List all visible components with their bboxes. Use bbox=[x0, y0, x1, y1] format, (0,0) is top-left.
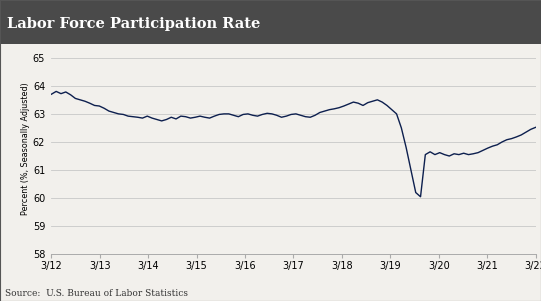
Y-axis label: Percent (%, Seasonally Adjusted): Percent (%, Seasonally Adjusted) bbox=[21, 82, 30, 216]
Text: Labor Force Participation Rate: Labor Force Participation Rate bbox=[7, 17, 260, 31]
Text: Source:  U.S. Bureau of Labor Statistics: Source: U.S. Bureau of Labor Statistics bbox=[5, 289, 188, 298]
